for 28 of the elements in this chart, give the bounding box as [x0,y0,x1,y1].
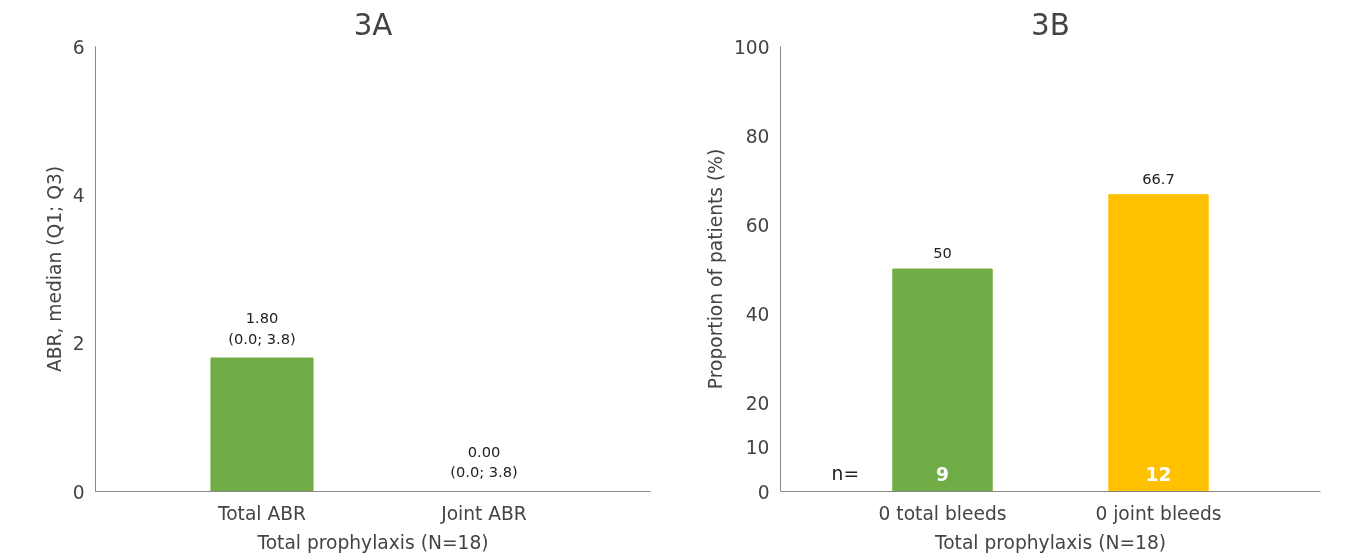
y-tick-label: 100 [733,36,770,58]
annotation: n= [831,463,860,485]
y-tick-label: 4 [72,184,85,206]
y-tick-label: 60 [745,214,770,236]
data-label: 1.80 (0.0; 3.8) [228,309,296,347]
chart-title: 3A [353,7,393,42]
chart-title: 3B [1031,7,1070,42]
data-label: 50 [933,243,952,261]
annotation: 9 [936,463,949,485]
y-tick-label: 0 [72,481,85,503]
x-tick-label: Joint ABR [440,502,527,524]
y-tick-label: 6 [72,36,85,58]
x-tick-label: 0 joint bleeds [1095,502,1222,524]
y-tick-label: 80 [745,125,770,147]
y-tick-label: 0 [757,481,770,503]
data-label: 66.7 [1142,169,1175,187]
y-tick-label: 2 [72,333,85,355]
y-axis-title: Proportion of patients (%) [704,148,726,390]
y-tick-label: 10 [745,437,770,458]
y-axis-title: ABR, median (Q1; Q3) [43,165,65,373]
data-label: 0.00 (0.0; 3.8) [450,442,518,481]
x-tick-label: Total ABR [216,502,307,524]
x-axis-title: Total prophylaxis (N=18) [933,531,1167,553]
x-tick-label: 0 total bleeds [878,502,1007,524]
y-tick-label: 20 [745,392,770,414]
y-tick-label: 40 [745,303,770,325]
annotation: 12 [1145,463,1172,485]
x-axis-title: Total prophylaxis (N=18) [256,531,489,553]
